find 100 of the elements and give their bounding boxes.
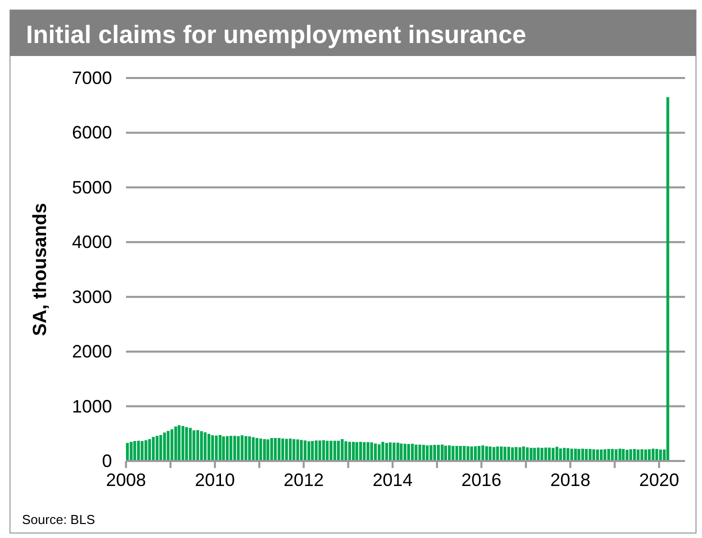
bar	[156, 436, 159, 461]
bar	[404, 444, 406, 461]
x-tick-label: 2014	[372, 470, 413, 490]
bar	[485, 446, 488, 461]
bar	[659, 450, 662, 461]
bar	[285, 438, 288, 461]
y-tick-label: 0	[102, 451, 112, 471]
bar	[496, 446, 499, 461]
bar	[540, 448, 544, 461]
bar	[636, 450, 640, 461]
y-tick-label: 2000	[72, 342, 112, 362]
bar	[433, 444, 436, 461]
bar	[633, 448, 636, 461]
y-tick-label: 7000	[72, 68, 112, 88]
bar	[514, 447, 518, 461]
bar	[588, 448, 592, 461]
bar	[181, 426, 184, 461]
bar	[370, 442, 374, 461]
bar	[452, 446, 454, 461]
bar	[530, 448, 533, 461]
bar	[263, 439, 266, 461]
bar	[278, 438, 280, 461]
bar	[385, 442, 388, 461]
bar	[448, 445, 451, 461]
bar	[492, 447, 496, 461]
y-tick-label: 6000	[72, 122, 112, 143]
bar	[422, 444, 425, 461]
bar	[459, 446, 462, 461]
bar	[330, 440, 332, 461]
bar	[230, 436, 232, 461]
bar	[504, 446, 506, 461]
bar	[474, 446, 477, 461]
bar	[292, 439, 296, 461]
bar	[300, 440, 303, 461]
bar	[604, 449, 606, 461]
bar	[348, 442, 352, 461]
bar	[163, 432, 166, 461]
bar	[337, 440, 340, 461]
bar	[244, 436, 248, 461]
bar	[640, 449, 644, 461]
source-note: Source: BLS	[22, 512, 96, 527]
bar	[344, 441, 348, 461]
bar	[478, 446, 480, 461]
bar	[218, 435, 222, 461]
bar	[304, 440, 307, 461]
bar	[126, 442, 129, 461]
bar	[185, 427, 188, 461]
bar	[200, 431, 203, 461]
y-tick-label: 5000	[72, 177, 112, 198]
bar	[240, 435, 244, 461]
bar	[555, 446, 558, 461]
bar	[430, 445, 432, 461]
bar	[392, 442, 396, 461]
x-tick-label: 2020	[639, 470, 680, 490]
bar	[222, 436, 225, 461]
bar	[211, 435, 214, 461]
bar	[137, 440, 140, 461]
bar	[148, 439, 151, 461]
bar	[626, 450, 628, 461]
bar	[410, 444, 414, 461]
bar	[444, 446, 448, 461]
bar	[207, 434, 210, 461]
bar	[552, 448, 555, 461]
bar	[178, 425, 181, 461]
bar	[518, 447, 522, 461]
bar	[618, 448, 622, 461]
bar	[596, 450, 599, 461]
bar	[256, 438, 258, 461]
bar	[359, 442, 362, 461]
y-axis-title: SA, thousands	[30, 202, 51, 336]
y-tick-label: 4000	[72, 232, 112, 252]
x-tick-label: 2012	[284, 470, 324, 490]
x-tick-label: 2018	[550, 470, 590, 490]
bar	[407, 444, 410, 461]
bar	[204, 432, 207, 461]
bar	[140, 441, 144, 461]
bar	[522, 446, 525, 461]
bar	[488, 446, 492, 461]
bar	[610, 448, 614, 461]
bar	[533, 448, 536, 461]
bar	[248, 436, 251, 461]
x-tick-label: 2016	[461, 470, 502, 490]
bar	[574, 448, 577, 461]
bar	[577, 448, 580, 461]
bar	[266, 439, 270, 461]
bar	[414, 444, 418, 461]
bar	[366, 442, 370, 461]
bar	[559, 448, 562, 461]
x-tick-label: 2008	[106, 470, 146, 490]
bar	[548, 448, 551, 461]
bar	[566, 448, 570, 461]
x-tick-label: 2010	[194, 470, 235, 490]
bar	[614, 449, 618, 461]
bar	[352, 442, 355, 461]
bar	[437, 444, 440, 461]
bar	[652, 448, 654, 461]
bar	[470, 446, 474, 461]
bar	[322, 440, 326, 461]
chart-title: Initial claims for unemployment insurance	[26, 21, 526, 49]
bar	[511, 447, 514, 461]
